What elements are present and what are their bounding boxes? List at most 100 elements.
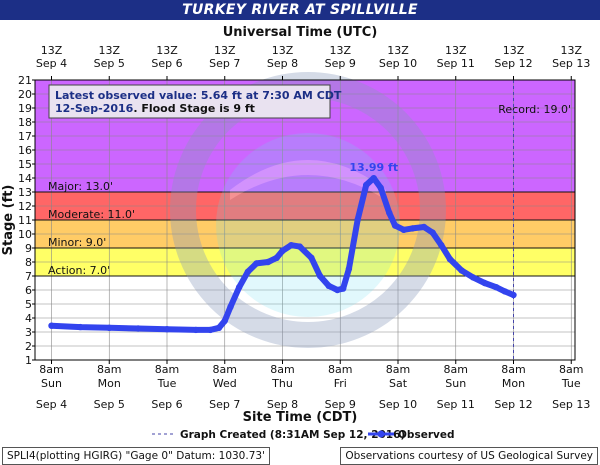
- y-tick-label: 16: [18, 144, 32, 157]
- observed-point: [273, 254, 280, 261]
- observed-point: [400, 226, 407, 233]
- x-tick-time: 8am: [213, 363, 237, 376]
- observed-point: [377, 184, 384, 191]
- y-tick-label: 13: [18, 186, 32, 199]
- observed-point: [77, 323, 84, 331]
- x-tick-date: Sep 4: [36, 398, 67, 411]
- x-tick-day: Tue: [157, 377, 177, 390]
- observed-point: [192, 326, 200, 334]
- observed-point: [429, 229, 436, 236]
- observed-point: [363, 181, 370, 189]
- watermark-gull: [230, 160, 386, 200]
- observed-point: [370, 174, 377, 182]
- observed-point: [409, 225, 416, 232]
- observed-point: [235, 284, 243, 291]
- gage-datum-box: SPLI4(plotting HGIRG) "Gage 0" Datum: 10…: [2, 447, 270, 465]
- top-tick-date: Sep 7: [209, 57, 240, 70]
- y-tick-label: 7: [25, 270, 32, 283]
- x-tick-day: Tue: [561, 377, 581, 390]
- legend-observed-label: Observed: [398, 429, 454, 441]
- axis-ticks: 12345678910111213141516171819202113ZSep …: [18, 44, 590, 411]
- top-tick-date: Sep 11: [437, 57, 475, 70]
- x-tick-date: Sep 13: [552, 398, 590, 411]
- observed-point: [221, 317, 228, 324]
- top-tick-date: Sep 6: [151, 57, 182, 70]
- svg-text:12-Sep-2016. Flood Stage is 9: 12-Sep-2016. Flood Stage is 9 ft: [55, 102, 255, 115]
- record-label: Record: 19.0': [498, 103, 571, 116]
- band-label-action: Action: 7.0': [48, 264, 110, 277]
- y-tick-label: 14: [18, 172, 32, 185]
- x-tick-time: 8am: [39, 363, 63, 376]
- observed-point: [420, 223, 428, 231]
- y-tick-label: 8: [25, 256, 32, 269]
- band-labels: Action: 7.0' Minor: 9.0' Moderate: 11.0' Ma…: [48, 103, 571, 277]
- top-tick-date: Sep 5: [94, 57, 125, 70]
- observed-point: [339, 285, 347, 292]
- band-label-major: Major: 13.0': [48, 180, 113, 193]
- top-tick-time: 13Z: [445, 44, 467, 57]
- observed-point: [244, 268, 252, 275]
- top-tick-time: 13Z: [560, 44, 582, 57]
- x-tick-date: Sep 8: [267, 398, 298, 411]
- band-label-moderate: Moderate: 11.0': [48, 208, 135, 221]
- x-tick-time: 8am: [328, 363, 352, 376]
- latest-observed-text: Latest observed value: 5.64 ft at 7:30 A…: [55, 89, 342, 102]
- top-tick-time: 13Z: [214, 44, 236, 57]
- top-tick-date: Sep 4: [36, 57, 67, 70]
- x-tick-time: 8am: [155, 363, 179, 376]
- observations-credit-box: Observations courtesy of US Geological S…: [340, 447, 598, 465]
- observed-point: [501, 288, 509, 295]
- flood-stage-text: . Flood Stage is 9 ft: [133, 102, 255, 115]
- legend-observed-dot: [377, 430, 385, 438]
- x-tick-day: Thu: [271, 377, 293, 390]
- x-tick-time: 8am: [559, 363, 583, 376]
- observed-point: [510, 291, 517, 299]
- observed-point: [207, 326, 214, 334]
- grid-lines: [35, 79, 575, 361]
- observed-point: [458, 267, 465, 274]
- y-tick-label: 17: [18, 130, 32, 143]
- latest-observed-date: 12-Sep-2016: [55, 102, 134, 115]
- x-tick-time: 8am: [444, 363, 468, 376]
- top-tick-time: 13Z: [387, 44, 409, 57]
- x-tick-time: 8am: [97, 363, 121, 376]
- top-tick-time: 13Z: [156, 44, 178, 57]
- band-label-minor: Minor: 9.0': [48, 236, 106, 249]
- gage-datum-text: SPLI4(plotting HGIRG) "Gage 0" Datum: 10…: [7, 450, 265, 462]
- legend-created-label: Graph Created (8:31AM Sep 12, 2016): [180, 429, 405, 441]
- x-tick-time: 8am: [386, 363, 410, 376]
- top-tick-time: 13Z: [41, 44, 63, 57]
- top-tick-time: 13Z: [272, 44, 294, 57]
- x-tick-date: Sep 5: [94, 398, 125, 411]
- y-tick-label: 1: [25, 354, 32, 367]
- top-tick-time: 13Z: [98, 44, 120, 57]
- observed-point: [438, 242, 445, 249]
- observed-point: [227, 303, 234, 310]
- y-tick-label: 9: [25, 242, 32, 255]
- observed-point: [134, 325, 142, 332]
- y-tick-label: 5: [25, 298, 32, 311]
- observed-point: [296, 243, 304, 250]
- x-tick-date: Sep 6: [151, 398, 182, 411]
- observations-credit-text: Observations courtesy of US Geological S…: [345, 450, 593, 462]
- observed-point: [264, 258, 272, 266]
- top-tick-date: Sep 9: [325, 57, 356, 70]
- x-tick-day: Mon: [502, 377, 525, 390]
- top-tick-time: 13Z: [503, 44, 525, 57]
- y-tick-label: 20: [18, 88, 32, 101]
- top-axis-title: Universal Time (UTC): [223, 25, 378, 40]
- observed-point: [308, 254, 315, 261]
- x-tick-day: Sat: [389, 377, 408, 390]
- observed-point: [48, 322, 55, 329]
- y-tick-label: 10: [18, 228, 32, 241]
- observed-point: [481, 279, 488, 287]
- observed-point: [253, 260, 260, 267]
- y-tick-label: 4: [25, 312, 32, 325]
- observed-point: [279, 247, 286, 254]
- observed-points: [48, 174, 517, 334]
- observed-point: [316, 272, 324, 280]
- y-tick-label: 21: [18, 74, 32, 87]
- y-tick-label: 15: [18, 158, 32, 171]
